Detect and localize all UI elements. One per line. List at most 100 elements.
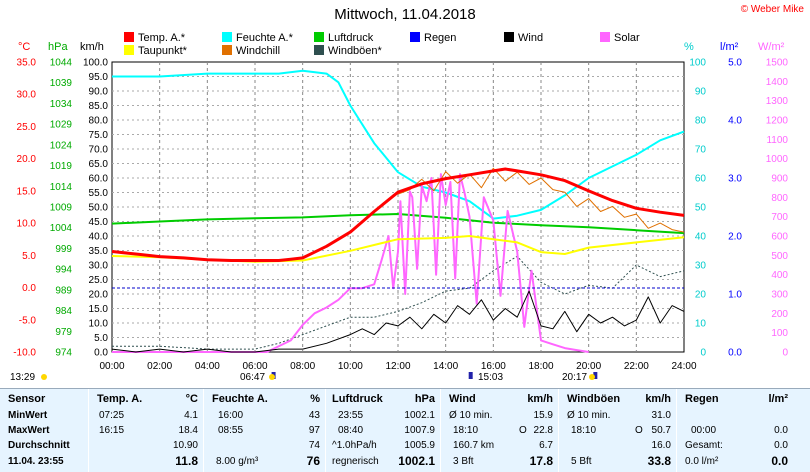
wind-tick-label: 80.0 — [89, 116, 109, 127]
stats-pressure-header: Luftdruck — [332, 393, 383, 405]
x-tick-label: 08:00 — [290, 361, 315, 372]
wind-tick-label: 70.0 — [89, 145, 109, 156]
stats-wind-col: Wind km/h Ø 10 min. 15.9 18:10 O 22.8 16… — [440, 389, 559, 472]
wind-tick-label: 100.0 — [83, 58, 108, 69]
humidity-tick-label: 50 — [695, 203, 707, 214]
pressure-tick-label: 1034 — [50, 99, 73, 110]
x-tick-label: 02:00 — [147, 361, 172, 372]
legend-rain-swatch — [410, 32, 420, 42]
unit-solar: W/m² — [758, 41, 785, 53]
stats-rain-total-value: 0.0 — [774, 440, 788, 451]
legend-gust-swatch — [314, 45, 324, 55]
stats-gust-min-time: Ø 10 min. — [567, 410, 611, 421]
wind-tick-label: 50.0 — [89, 203, 109, 214]
stats-gust-min-value: 31.0 — [651, 410, 671, 421]
legend-windchill: Windchill — [222, 45, 280, 57]
humidity-tick-label: 90 — [695, 87, 707, 98]
series-windb-en — [112, 255, 685, 350]
rain-tick-label: 3.0 — [728, 174, 742, 185]
legend-dewpoint: Taupunkt* — [124, 45, 187, 57]
humidity-tick-label: 100 — [689, 58, 706, 69]
temp-tick-label: 0.0 — [22, 283, 36, 294]
pressure-tick-label: 974 — [55, 348, 72, 359]
series-solar — [112, 173, 589, 353]
solar-tick-label: 0 — [782, 348, 788, 359]
series-windchill — [397, 167, 685, 233]
unit-pressure: hPa — [48, 41, 68, 53]
solar-tick-label: 600 — [771, 232, 788, 243]
axis-units: °C hPa km/h % l/m² W/m² — [18, 41, 785, 53]
stats-gust-current-value: 33.8 — [647, 454, 671, 468]
stats-table: Sensor MinWert MaxWert Durchschnitt 11.0… — [0, 388, 810, 472]
wind-tick-label: 85.0 — [89, 101, 109, 112]
sun-marks — [41, 372, 598, 380]
legend-solar: Solar — [600, 32, 640, 44]
x-tick-label: 10:00 — [338, 361, 363, 372]
sun-icon — [589, 374, 595, 380]
solar-tick-label: 1200 — [766, 116, 789, 127]
stats-temp-header: Temp. A. — [97, 393, 143, 405]
legend-dewpoint-swatch — [124, 45, 134, 55]
legend-humidity: Feuchte A.* — [222, 32, 293, 44]
stats-row-current: 11.04. 23:55 — [8, 456, 64, 467]
stats-humidity-header: Feuchte A. — [212, 393, 268, 405]
x-tick-label: 04:00 — [195, 361, 220, 372]
humidity-tick-label: 10 — [695, 319, 707, 330]
legend-pressure-label: Luftdruck — [328, 32, 374, 44]
pressure-tick-label: 979 — [55, 327, 72, 338]
stats-wind-max-time: 18:10 — [453, 425, 479, 436]
stats-wind-current-value: 17.8 — [529, 454, 553, 468]
solar-tick-label: 1000 — [766, 154, 789, 165]
sun-icon — [41, 374, 47, 380]
stats-gust-avg-value: 16.0 — [651, 440, 671, 451]
humidity-tick-label: 80 — [695, 116, 707, 127]
series-temp-a — [111, 167, 685, 262]
x-tick-label: 00:00 — [99, 361, 124, 372]
stats-temp-max-time: 16:15 — [99, 425, 125, 436]
stats-gust-unit: km/h — [645, 393, 671, 405]
solar-tick-label: 900 — [771, 174, 788, 185]
stats-sensor-col: Sensor MinWert MaxWert Durchschnitt 11.0… — [0, 389, 88, 472]
pressure-tick-label: 1024 — [50, 140, 73, 151]
time-mark-mid: 15:03 — [478, 372, 504, 383]
stats-wind-min-time: Ø 10 min. — [449, 410, 493, 421]
temp-tick-label: 35.0 — [17, 58, 37, 69]
humidity-tick-label: 60 — [695, 174, 707, 185]
stats-gust-col: Windböen km/h Ø 10 min. 31.0 18:10 O 50.… — [558, 389, 677, 472]
stats-temp-max-value: 18.4 — [178, 425, 198, 436]
stats-pressure-min-time: 23:55 — [338, 410, 364, 421]
stats-humidity-max-value: 97 — [308, 425, 320, 436]
wind-tick-label: 95.0 — [89, 72, 109, 83]
temp-tick-label: 30.0 — [17, 90, 37, 101]
stats-gust-max-time: 18:10 — [571, 425, 597, 436]
legend-dewpoint-label: Taupunkt* — [138, 45, 187, 57]
wind-tick-label: 55.0 — [89, 188, 109, 199]
stats-gust-max-value: 50.7 — [651, 425, 671, 436]
x-tick-label: 20:00 — [576, 361, 601, 372]
stats-temp-avg-value: 10.90 — [172, 440, 198, 451]
solar-tick-label: 1100 — [766, 135, 788, 146]
stats-rain-total-label: Gesamt: — [685, 440, 723, 451]
stats-gust-header: Windböen — [567, 393, 621, 405]
stats-row-min: MinWert — [8, 410, 48, 421]
pressure-tick-label: 1044 — [50, 58, 73, 69]
stats-rain-current-value: 0.0 — [771, 454, 788, 468]
stats-humidity-min-time: 16:00 — [218, 410, 244, 421]
stats-temp-col: Temp. A. °C 07:25 4.1 16:15 18.4 10.90 1… — [88, 389, 204, 472]
series-wind — [111, 290, 685, 353]
solar-tick-label: 700 — [771, 212, 788, 223]
legend-solar-swatch — [600, 32, 610, 42]
stats-sensor-header: Sensor — [8, 393, 46, 405]
stats-humidity-col: Feuchte A. % 16:00 43 08:55 97 74 8.00 g… — [203, 389, 326, 472]
temp-tick-label: -10.0 — [13, 348, 36, 359]
pressure-tick-label: 989 — [55, 285, 72, 296]
temp-tick-label: 25.0 — [17, 122, 37, 133]
legend-gust: Windböen* — [314, 45, 382, 57]
solar-tick-label: 200 — [771, 309, 788, 320]
solar-tick-label: 1500 — [766, 58, 789, 69]
legend-solar-label: Solar — [614, 32, 640, 44]
stats-humidity-abs: 8.00 g/m³ — [216, 456, 259, 467]
rain-tick-label: 4.0 — [728, 116, 742, 127]
x-tick-label: 06:00 — [242, 361, 267, 372]
pressure-tick-label: 1019 — [50, 161, 73, 172]
